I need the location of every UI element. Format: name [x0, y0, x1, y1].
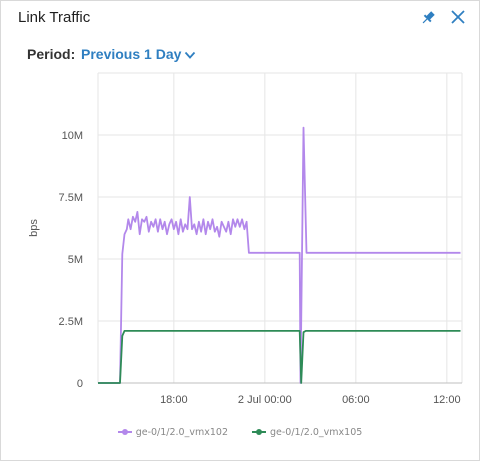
y-tick-label: 2.5M — [59, 316, 83, 328]
legend-label: ge-0/1/2.0_vmx102 — [135, 426, 228, 438]
pin-icon[interactable] — [419, 9, 437, 27]
legend-item[interactable]: ge-0/1/2.0_vmx105 — [252, 427, 362, 438]
close-icon[interactable] — [449, 8, 467, 26]
x-tick-label: 2 Jul 00:00 — [238, 394, 292, 406]
y-tick-label: 7.5M — [59, 192, 83, 204]
legend-swatch — [252, 429, 266, 435]
chevron-down-icon[interactable] — [184, 50, 196, 60]
x-tick-label: 18:00 — [160, 394, 188, 406]
x-tick-label: 12:00 — [433, 394, 461, 406]
widget-title: Link Traffic — [18, 9, 91, 26]
y-tick-label: 5M — [68, 254, 83, 266]
series-line-2 — [98, 330, 461, 384]
traffic-chart: 0 2.5M 5M 7.5M 10M 18:00 2 Jul 00:00 06:00 12:00… — [28, 72, 463, 406]
period-dropdown[interactable]: Previous 1 Day — [81, 46, 196, 62]
legend-item[interactable]: ge-0/1/2.0_vmx102 — [117, 426, 228, 438]
series-line-1 — [98, 126, 461, 384]
period-label: Period: — [27, 46, 76, 62]
chart-legend: ge-0/1/2.0_vmx102 ge-0/1/2.0_vmx105 — [1, 425, 479, 438]
legend-swatch — [117, 429, 132, 435]
y-tick-label: 10M — [62, 130, 83, 142]
y-tick-label: 0 — [77, 378, 83, 390]
period-value[interactable]: Previous 1 Day — [81, 46, 182, 62]
x-tick-label: 06:00 — [342, 394, 370, 406]
y-axis-title: bps — [28, 219, 40, 237]
legend-label: ge-0/1/2.0_vmx105 — [270, 426, 363, 438]
